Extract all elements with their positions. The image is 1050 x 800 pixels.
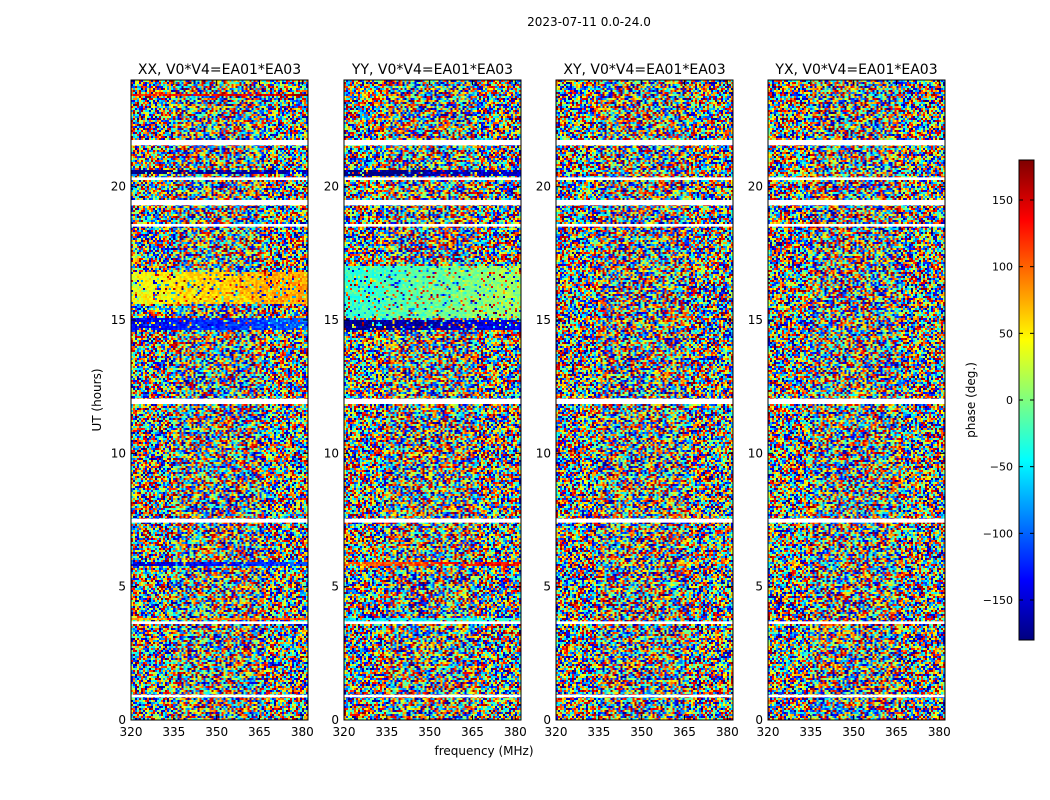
x-tick-label: 380: [716, 725, 739, 739]
y-tick-label: 15: [324, 313, 339, 327]
x-tick-label: 320: [757, 725, 780, 739]
flagged-band: [556, 200, 733, 206]
flagged-band: [556, 518, 733, 523]
flagged-band: [131, 177, 308, 180]
x-tick-label: 335: [375, 725, 398, 739]
y-tick-label: 10: [111, 446, 126, 460]
flagged-band: [556, 224, 733, 227]
flagged-band: [344, 398, 521, 404]
flagged-band: [556, 140, 733, 146]
y-tick-label: 10: [536, 446, 551, 460]
y-tick-label: 5: [118, 580, 126, 594]
panel-4: YX, V0*V4=EA01*EA03 320 335 350 365 380 0 5 10 15…: [748, 62, 951, 739]
x-axis-label: frequency (MHz): [434, 744, 533, 758]
y-tick-label: 10: [324, 446, 339, 460]
flagged-band: [344, 224, 521, 227]
y-tick-label: 0: [331, 713, 339, 727]
flagged-band: [131, 224, 308, 227]
panel-2-title: YY, V0*V4=EA01*EA03: [351, 62, 513, 78]
y-tick-label: 20: [111, 180, 126, 194]
y-tick-label: 20: [536, 180, 551, 194]
colorbar-tick-label: 100: [992, 261, 1013, 274]
flagged-band: [556, 177, 733, 180]
flagged-band: [556, 398, 733, 404]
panel-1: XX, V0*V4=EA01*EA03 320 335 350 365 380 0 5 10 15…: [111, 62, 314, 739]
flagged-band: [768, 177, 945, 180]
x-tick-label: 320: [333, 725, 356, 739]
flagged-band: [131, 200, 308, 206]
flagged-band: [768, 200, 945, 206]
flagged-band: [344, 621, 521, 624]
flagged-band: [768, 398, 945, 404]
colorbar-label: phase (deg.): [964, 362, 978, 438]
x-tick-label: 320: [120, 725, 143, 739]
colorbar-tick-label: −50: [990, 461, 1013, 474]
flagged-band: [344, 694, 521, 698]
x-tick-label: 350: [205, 725, 228, 739]
panel-3-frame: [555, 79, 734, 721]
colorbar: 150 100 50 0 −50 −100 −150 phase (deg.): [964, 159, 1035, 641]
x-tick-label: 350: [630, 725, 653, 739]
flagged-band: [556, 694, 733, 698]
flagged-band: [344, 200, 521, 206]
flagged-band: [556, 621, 733, 624]
colorbar-tick-label: 0: [1006, 394, 1013, 407]
panel-1-title: XX, V0*V4=EA01*EA03: [138, 62, 301, 78]
x-tick-label: 380: [504, 725, 527, 739]
x-tick-label: 350: [842, 725, 865, 739]
panel-3: XY, V0*V4=EA01*EA03 320 335 350 365 380 0 5 10 15…: [536, 62, 739, 739]
flagged-band: [344, 177, 521, 180]
flagged-band: [131, 518, 308, 523]
y-tick-label: 0: [118, 713, 126, 727]
x-tick-label: 335: [587, 725, 610, 739]
flagged-band: [768, 694, 945, 698]
x-tick-label: 365: [673, 725, 696, 739]
y-tick-label: 0: [543, 713, 551, 727]
flagged-band: [131, 621, 308, 624]
flagged-band: [344, 140, 521, 146]
y-tick-label: 5: [331, 580, 339, 594]
x-tick-label: 380: [928, 725, 951, 739]
y-tick-label: 5: [755, 580, 763, 594]
panel-2: YY, V0*V4=EA01*EA03 320 335 350 365 380 0 5 10 15…: [324, 62, 527, 739]
colorbar-tick-label: −100: [983, 527, 1013, 540]
y-tick-label: 15: [536, 313, 551, 327]
flagged-band: [131, 140, 308, 146]
panel-3-title: XY, V0*V4=EA01*EA03: [563, 62, 725, 78]
colorbar-tick-label: −150: [983, 594, 1013, 607]
y-tick-label: 20: [324, 180, 339, 194]
x-tick-label: 365: [461, 725, 484, 739]
flagged-band: [131, 694, 308, 698]
flagged-band: [768, 224, 945, 227]
x-tick-label: 350: [418, 725, 441, 739]
flagged-band: [768, 621, 945, 624]
x-tick-label: 335: [799, 725, 822, 739]
y-tick-label: 15: [748, 313, 763, 327]
colorbar-tick-label: 150: [992, 194, 1013, 207]
y-axis-label: UT (hours): [90, 368, 104, 431]
panel-2-frame: [343, 79, 522, 721]
y-tick-label: 0: [755, 713, 763, 727]
flagged-band: [131, 398, 308, 404]
y-tick-label: 15: [111, 313, 126, 327]
flagged-band: [344, 518, 521, 523]
x-tick-label: 320: [545, 725, 568, 739]
figure-suptitle: 2023-07-11 0.0-24.0: [527, 15, 651, 29]
y-tick-label: 20: [748, 180, 763, 194]
flagged-band: [768, 140, 945, 146]
panels-group: XX, V0*V4=EA01*EA03 320 335 350 365 380 0 5 10 15…: [111, 62, 951, 739]
colorbar-ticks: 150 100 50 0 −50 −100 −150: [983, 194, 1034, 607]
flagged-band: [768, 518, 945, 523]
panel-4-title: YX, V0*V4=EA01*EA03: [774, 62, 937, 78]
colorbar-tick-label: 50: [999, 327, 1013, 340]
y-tick-label: 10: [748, 446, 763, 460]
x-tick-label: 365: [248, 725, 271, 739]
x-tick-label: 380: [291, 725, 314, 739]
x-tick-label: 365: [885, 725, 908, 739]
panel-1-frame: [130, 79, 309, 721]
x-tick-label: 335: [162, 725, 185, 739]
y-tick-label: 5: [543, 580, 551, 594]
panel-4-frame: [767, 79, 946, 721]
